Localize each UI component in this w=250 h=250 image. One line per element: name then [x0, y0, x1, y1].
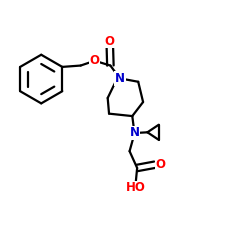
Text: N: N	[130, 126, 140, 139]
Text: O: O	[105, 35, 115, 48]
Text: O: O	[90, 54, 100, 67]
Text: HO: HO	[126, 182, 146, 194]
Text: O: O	[156, 158, 166, 171]
Text: N: N	[115, 72, 125, 85]
